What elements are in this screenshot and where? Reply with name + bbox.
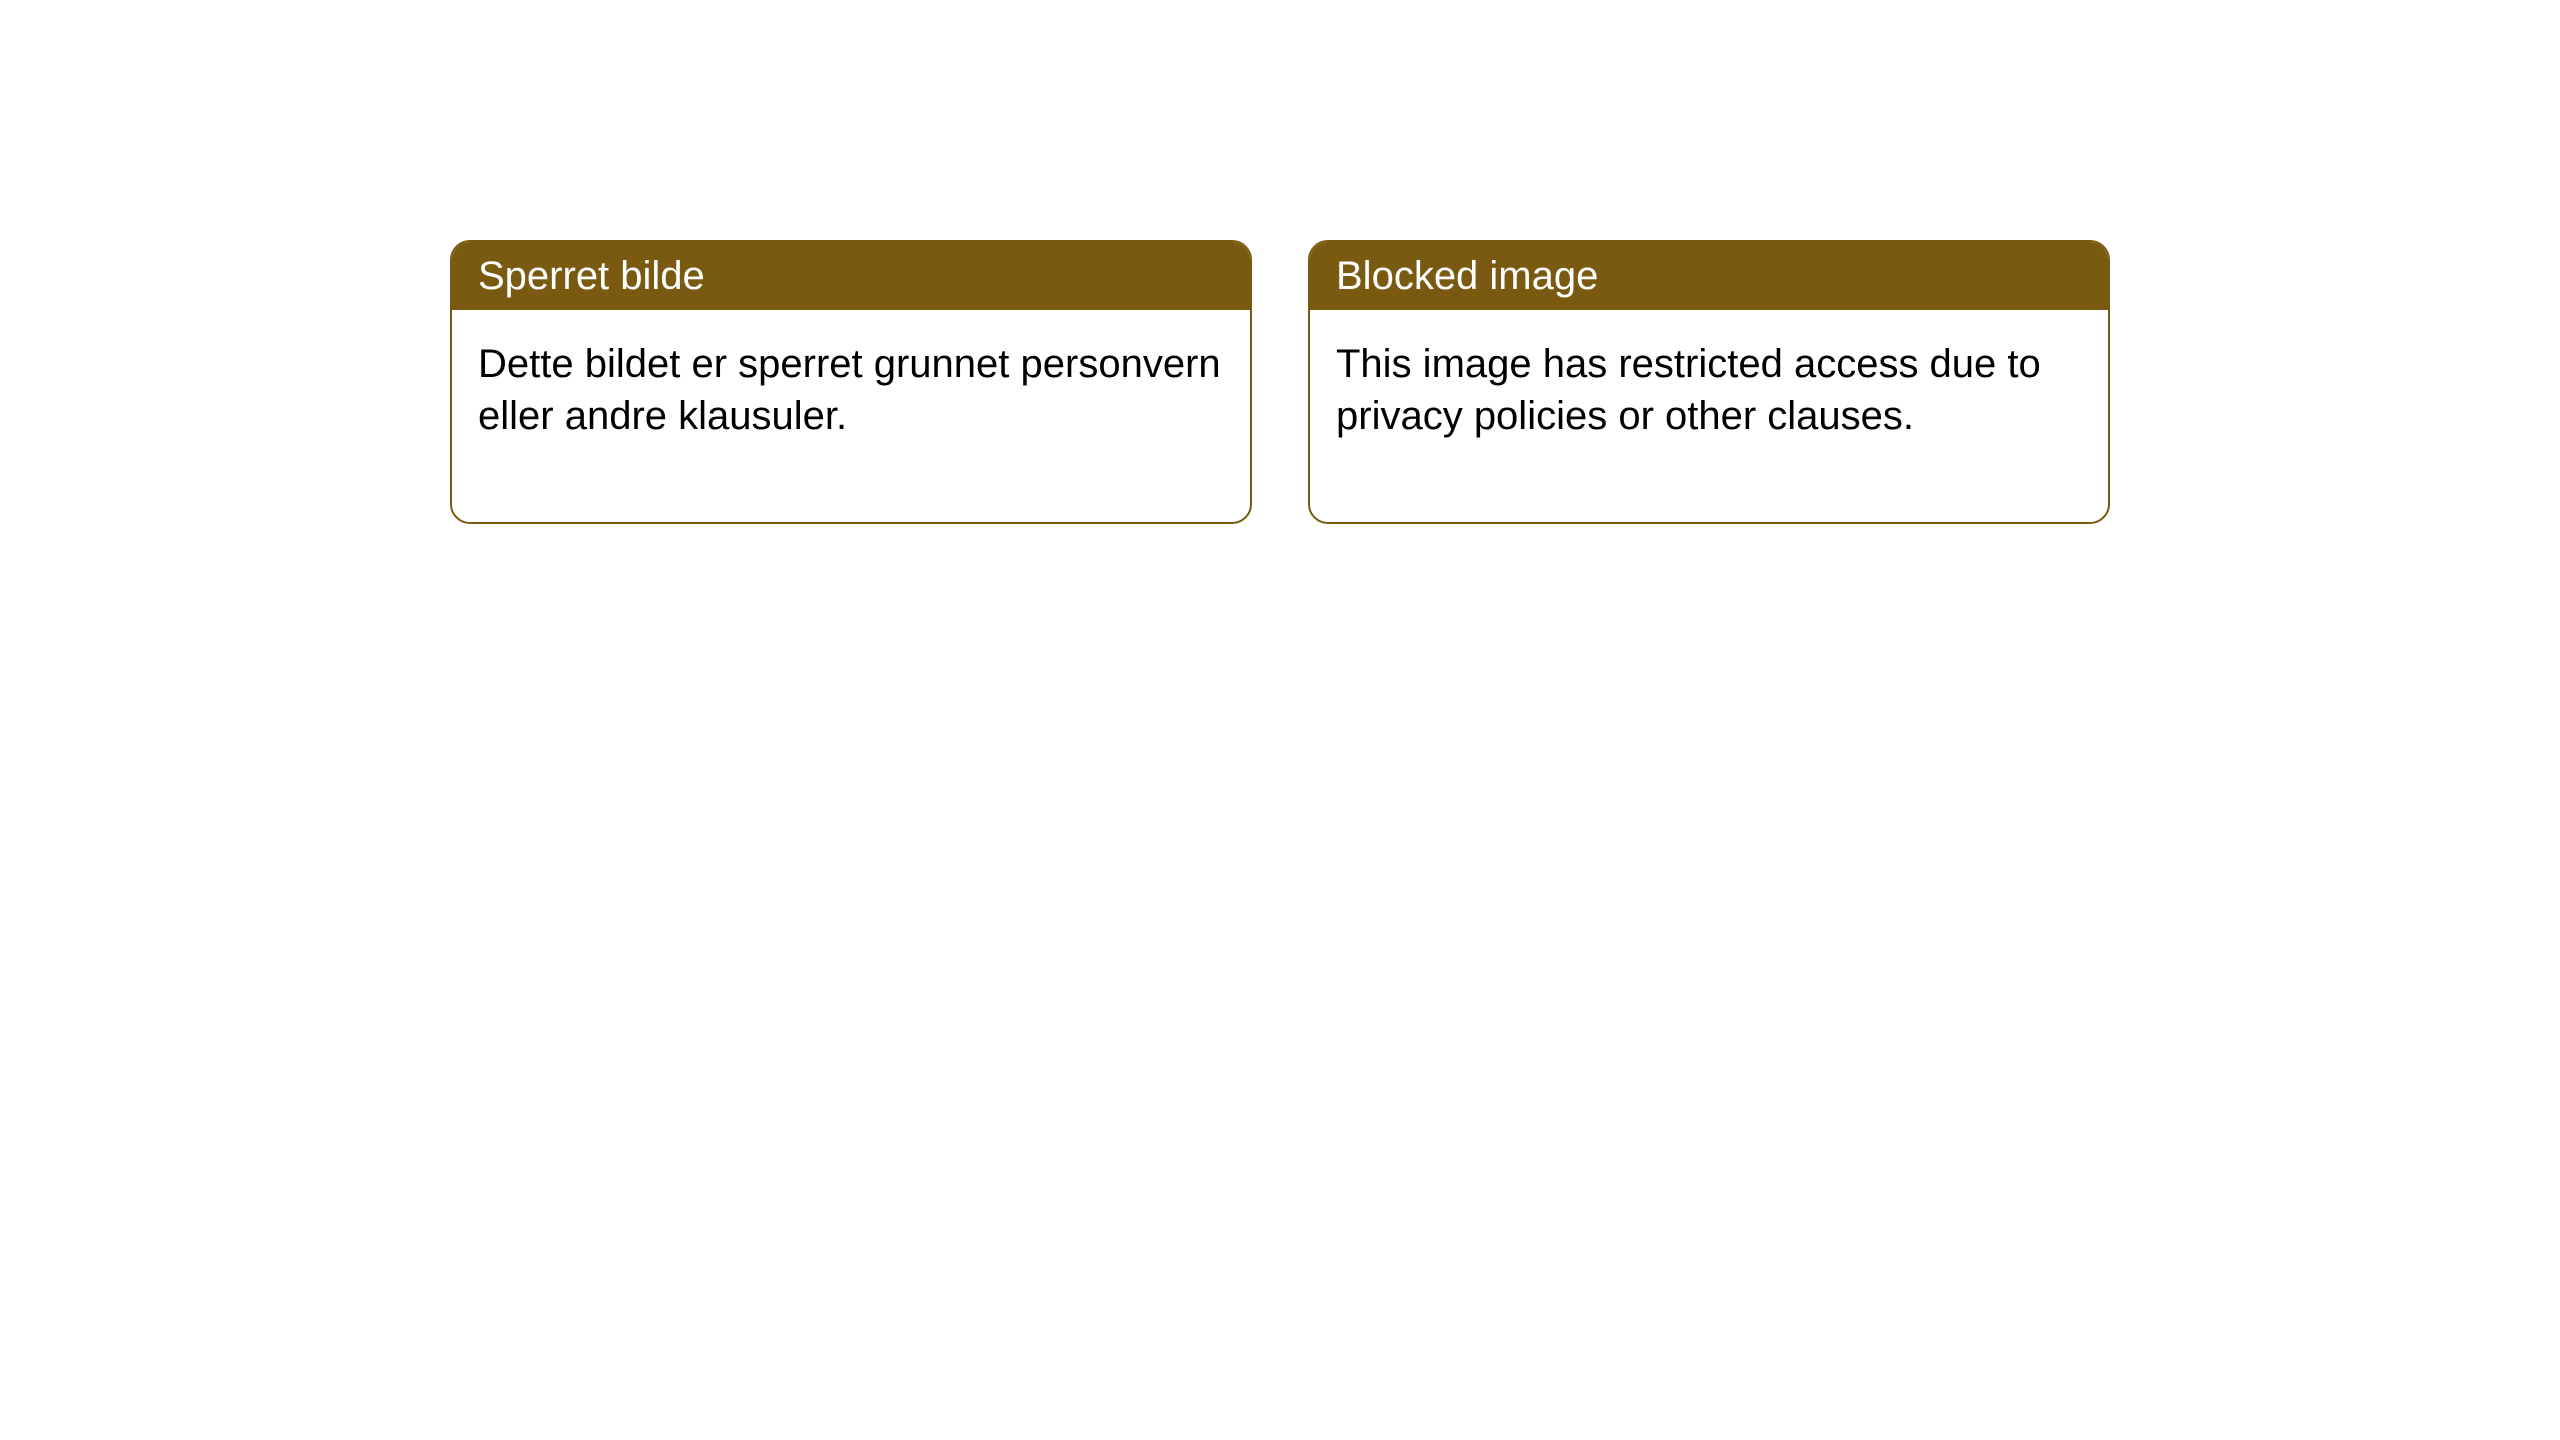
card-title: Sperret bilde: [452, 242, 1250, 310]
notice-card-english: Blocked image This image has restricted …: [1308, 240, 2110, 524]
card-body-text: This image has restricted access due to …: [1310, 310, 2108, 522]
notice-card-norwegian: Sperret bilde Dette bildet er sperret gr…: [450, 240, 1252, 524]
card-body-text: Dette bildet er sperret grunnet personve…: [452, 310, 1250, 522]
card-title: Blocked image: [1310, 242, 2108, 310]
notice-cards-row: Sperret bilde Dette bildet er sperret gr…: [0, 0, 2560, 524]
